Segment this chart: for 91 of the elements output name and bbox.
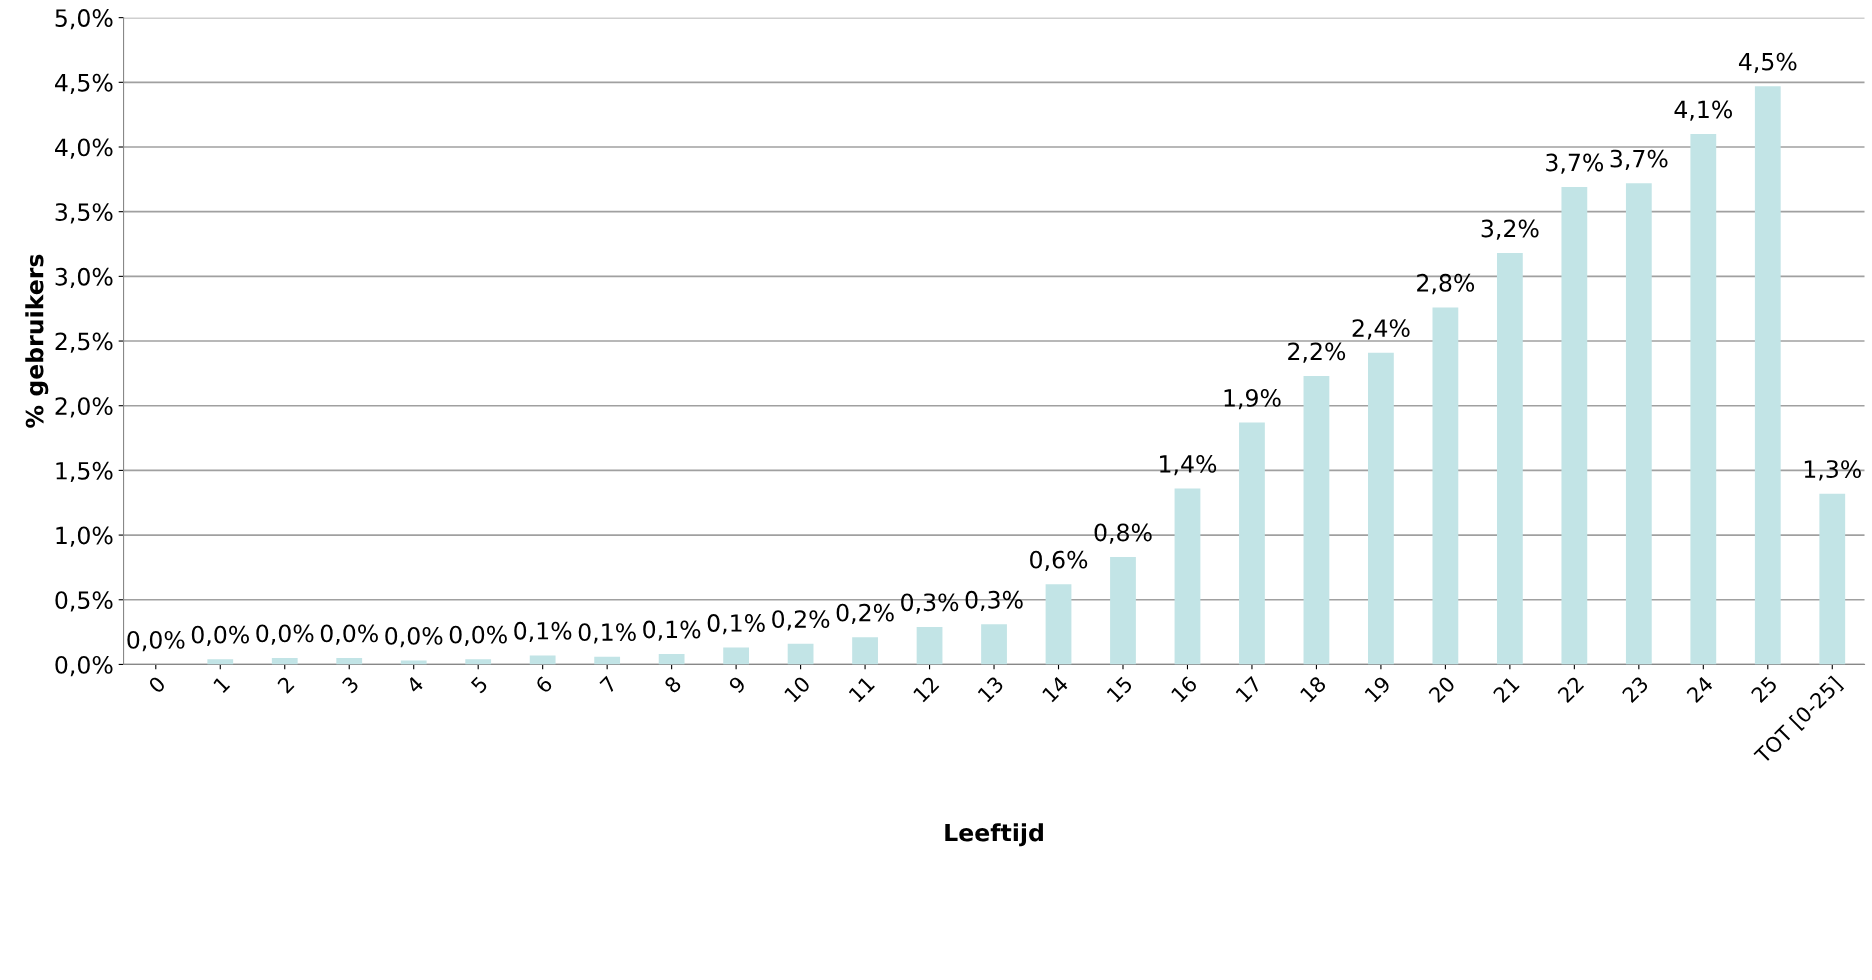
data-label: 0,2%	[836, 603, 894, 624]
y-tick-label: 2,0%	[55, 397, 113, 418]
x-tick-label: 11	[848, 675, 875, 703]
bar	[207, 659, 234, 665]
bar	[1239, 422, 1265, 665]
data-label: 0,0%	[385, 627, 443, 648]
x-tick-label: 14	[1041, 675, 1069, 703]
bar	[1625, 183, 1652, 665]
data-label: 3,7%	[1546, 153, 1604, 174]
bar	[1561, 187, 1588, 665]
data-label: 2,4%	[1352, 319, 1410, 340]
data-label: 3,7%	[1610, 149, 1668, 170]
data-label: 0,2%	[772, 610, 830, 631]
bar	[787, 643, 814, 665]
data-label: 2,8%	[1417, 273, 1475, 295]
bar	[1496, 253, 1523, 665]
x-tick-label: 25	[1750, 675, 1778, 704]
data-label: 0,0%	[191, 625, 249, 646]
bar	[529, 655, 556, 665]
x-tick-label: 2	[276, 675, 295, 694]
x-tick-label: 1	[212, 675, 231, 694]
x-tick-label: 21	[1492, 675, 1520, 704]
x-tick-label: 16	[1170, 675, 1198, 703]
y-tick-label: 5,0%	[55, 9, 113, 30]
x-tick-label: 20	[1427, 675, 1456, 704]
bar	[916, 626, 943, 665]
x-tick-label: 0	[147, 675, 167, 694]
x-tick-label: 17	[1235, 675, 1262, 703]
bar	[271, 657, 298, 665]
data-label: 1,3%	[1804, 460, 1861, 481]
bar	[1432, 307, 1459, 665]
data-label: 1,4%	[1160, 454, 1217, 476]
x-tick-label: 13	[977, 675, 1005, 703]
data-label: 0,8%	[1094, 523, 1152, 544]
data-label: 0,0%	[449, 625, 507, 646]
bar	[981, 624, 1007, 665]
y-tick-label: 0,0%	[55, 655, 113, 677]
bar	[723, 647, 750, 665]
x-tick-label: 19	[1364, 675, 1392, 703]
y-axis-title: % gebruikers	[25, 254, 49, 428]
y-tick-label: 4,0%	[55, 138, 113, 159]
data-label: 1,9%	[1224, 388, 1281, 410]
y-tick-label: 1,0%	[56, 526, 113, 547]
bar	[852, 637, 878, 665]
x-tick-label: 9	[727, 675, 747, 695]
y-tick-label: 4,5%	[55, 73, 113, 95]
data-label: 0,1%	[707, 614, 765, 635]
data-label: 0,3%	[901, 593, 959, 614]
data-label: 0,1%	[643, 620, 701, 641]
data-label: 0,0%	[256, 624, 314, 645]
data-label: 3,2%	[1481, 219, 1539, 240]
data-label: 4,1%	[1674, 100, 1732, 121]
data-label: 2,2%	[1288, 342, 1346, 363]
data-label: 0,1%	[578, 623, 636, 644]
y-tick-label: 3,5%	[55, 203, 113, 224]
x-tick-label: 6	[534, 675, 554, 694]
bar	[336, 657, 363, 665]
x-axis-title: Leeftijd	[945, 823, 1043, 847]
y-tick-label: 2,5%	[55, 332, 113, 353]
x-tick-label: 4	[405, 675, 425, 695]
x-tick-label: 8	[663, 675, 683, 694]
y-tick-label: 1,5%	[56, 461, 113, 483]
x-tick-label: 22	[1556, 675, 1585, 704]
x-tick-label: 3	[341, 675, 360, 694]
bar	[594, 656, 621, 665]
bar	[1754, 86, 1781, 665]
data-label: 4,5%	[1738, 52, 1797, 73]
y-tick-label: 3,0%	[55, 267, 113, 289]
data-label: 0,0%	[127, 630, 185, 652]
x-tick-label: 24	[1685, 675, 1714, 704]
bar	[1174, 488, 1201, 665]
data-label: 0,3%	[965, 590, 1023, 612]
x-tick-label: 15	[1106, 675, 1134, 703]
x-tick-label: 7	[599, 675, 618, 694]
x-tick-label: 18	[1299, 675, 1327, 703]
bar	[1690, 134, 1717, 665]
x-tick-label: 12	[912, 675, 940, 703]
y-tick-label: 0,5%	[55, 591, 113, 612]
x-tick-label: 5	[470, 675, 489, 694]
bar	[1110, 557, 1136, 665]
bar	[1819, 493, 1846, 665]
bar	[1303, 375, 1330, 665]
bar	[1045, 584, 1072, 665]
x-tick-label: 10	[783, 675, 812, 703]
data-label: 0,6%	[1030, 550, 1088, 571]
x-tick-label: 23	[1621, 675, 1650, 704]
bar	[1368, 352, 1394, 665]
bar	[465, 659, 492, 665]
data-label: 0,0%	[320, 624, 378, 645]
data-label: 0,1%	[514, 621, 572, 643]
bar	[658, 654, 685, 665]
